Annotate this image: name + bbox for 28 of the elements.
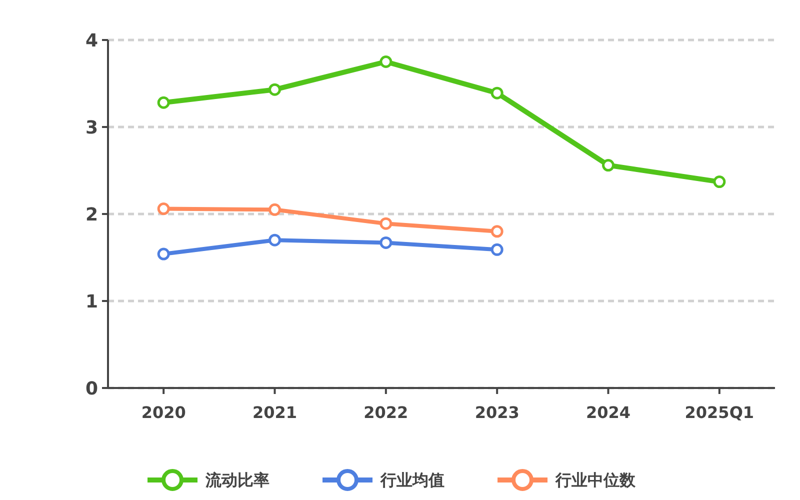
point [490, 243, 504, 256]
point [713, 176, 726, 188]
legend-label: 流动比率 [204, 470, 270, 490]
point [157, 96, 170, 109]
point [490, 225, 504, 238]
y-tick-label: 3 [85, 117, 98, 138]
point [157, 248, 170, 260]
point [157, 202, 170, 216]
x-tick-label: 2021 [252, 403, 298, 422]
x-tick-label: 2024 [586, 403, 631, 422]
point [380, 236, 392, 249]
point [602, 159, 614, 172]
x-tick-label: 2023 [474, 403, 520, 422]
y-tick-label: 2 [85, 204, 98, 226]
point [380, 56, 392, 68]
y-tick-label: 4 [85, 30, 98, 52]
x-tick-label: 2020 [141, 403, 186, 422]
x-tick-label: 2022 [364, 403, 408, 422]
point [268, 234, 281, 246]
y-tick-label: 0 [85, 378, 98, 400]
legend-label: 行业均值 [380, 470, 444, 490]
x-tick-label: 2025Q1 [684, 403, 754, 422]
point [380, 217, 392, 230]
point [268, 203, 281, 216]
y-tick-label: 1 [85, 291, 98, 312]
point [490, 86, 504, 100]
legend-label: 行业中位数 [554, 470, 636, 490]
point [268, 83, 281, 96]
